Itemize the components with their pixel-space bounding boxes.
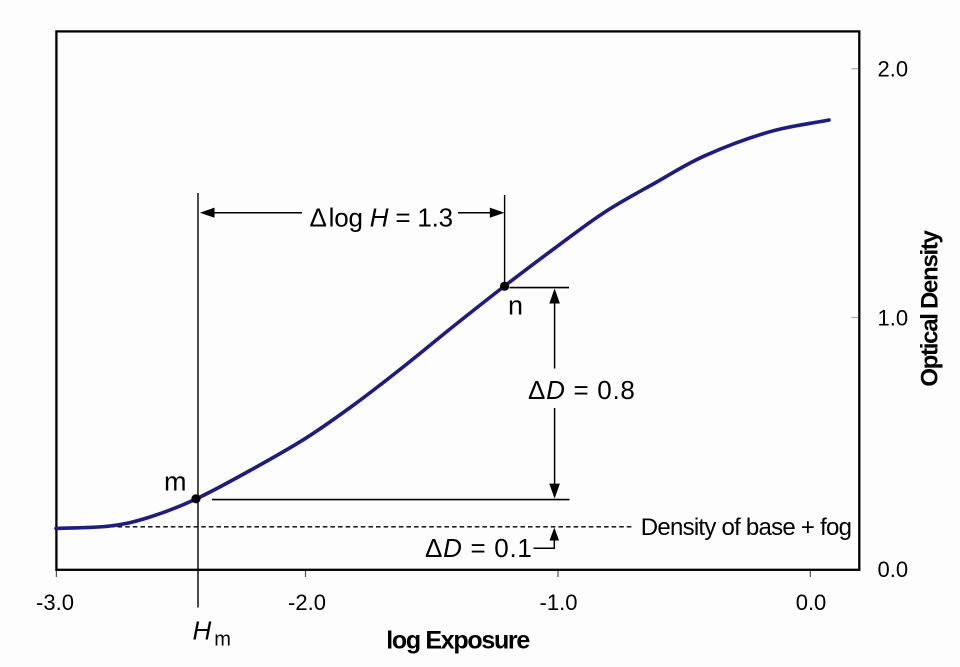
svg-text:0.0: 0.0 [796,590,827,615]
svg-text:-3.0: -3.0 [36,590,74,615]
svg-text:m: m [164,467,187,497]
svg-text:-1.0: -1.0 [540,590,578,615]
svg-text:Δ log H = 1.3: Δ log H = 1.3 [310,203,453,233]
svg-text:2.0: 2.0 [878,56,909,81]
svg-text:ΔD = 0.8: ΔD = 0.8 [528,375,636,405]
svg-text:log Exposure: log Exposure [386,627,530,655]
svg-text:Density of base + fog: Density of base + fog [641,514,851,541]
svg-text:n: n [508,291,523,321]
svg-text:ΔD = 0.1: ΔD = 0.1 [425,533,533,563]
svg-text:-2.0: -2.0 [288,590,326,615]
svg-text:Optical Density: Optical Density [917,229,944,386]
svg-text:0.0: 0.0 [878,557,909,582]
svg-text:1.0: 1.0 [878,306,909,331]
